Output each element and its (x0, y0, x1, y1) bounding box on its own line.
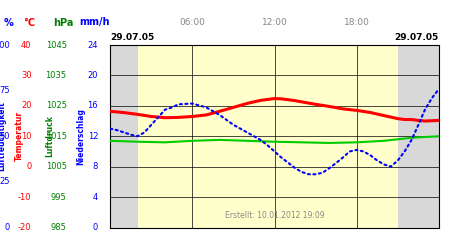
Text: 24: 24 (88, 40, 98, 50)
Text: 0: 0 (4, 223, 10, 232)
Text: 985: 985 (51, 223, 67, 232)
Text: 1035: 1035 (45, 71, 67, 80)
Text: 10: 10 (21, 132, 32, 141)
Bar (138, 45, 398, 228)
Bar (398, 45, 439, 228)
Text: Luftdruck: Luftdruck (45, 115, 54, 157)
Text: %: % (4, 18, 14, 28)
Text: 1015: 1015 (45, 132, 67, 141)
Text: 25: 25 (0, 178, 10, 186)
Text: 50: 50 (0, 132, 10, 141)
Text: 8: 8 (93, 162, 98, 171)
Text: 4: 4 (93, 192, 98, 202)
Text: Temperatur: Temperatur (15, 111, 24, 161)
Text: °C: °C (23, 18, 35, 28)
Text: -20: -20 (18, 223, 32, 232)
Text: 0: 0 (93, 223, 98, 232)
Text: 1045: 1045 (45, 40, 67, 50)
Text: Luftfeuchtigkeit: Luftfeuchtigkeit (0, 102, 6, 171)
Text: 06:00: 06:00 (180, 18, 205, 27)
Text: Niederschlag: Niederschlag (76, 108, 86, 165)
Text: 40: 40 (21, 40, 32, 50)
Text: mm/h: mm/h (79, 18, 110, 28)
Text: 12:00: 12:00 (261, 18, 288, 27)
Text: 100: 100 (0, 40, 10, 50)
Bar (110, 45, 138, 228)
Text: hPa: hPa (53, 18, 73, 28)
Text: 20: 20 (88, 71, 98, 80)
Text: 995: 995 (51, 192, 67, 202)
Text: 75: 75 (0, 86, 10, 95)
Text: 1025: 1025 (45, 101, 67, 110)
Text: 1005: 1005 (45, 162, 67, 171)
Text: -10: -10 (18, 192, 32, 202)
Text: Erstellt: 10.01.2012 19:09: Erstellt: 10.01.2012 19:09 (225, 211, 324, 220)
Text: 12: 12 (88, 132, 98, 141)
Text: 18:00: 18:00 (344, 18, 369, 27)
Text: 20: 20 (21, 101, 32, 110)
Text: 0: 0 (26, 162, 32, 171)
Text: 29.07.05: 29.07.05 (110, 33, 154, 42)
Text: 16: 16 (87, 101, 98, 110)
Text: 30: 30 (21, 71, 32, 80)
Text: 29.07.05: 29.07.05 (395, 33, 439, 42)
